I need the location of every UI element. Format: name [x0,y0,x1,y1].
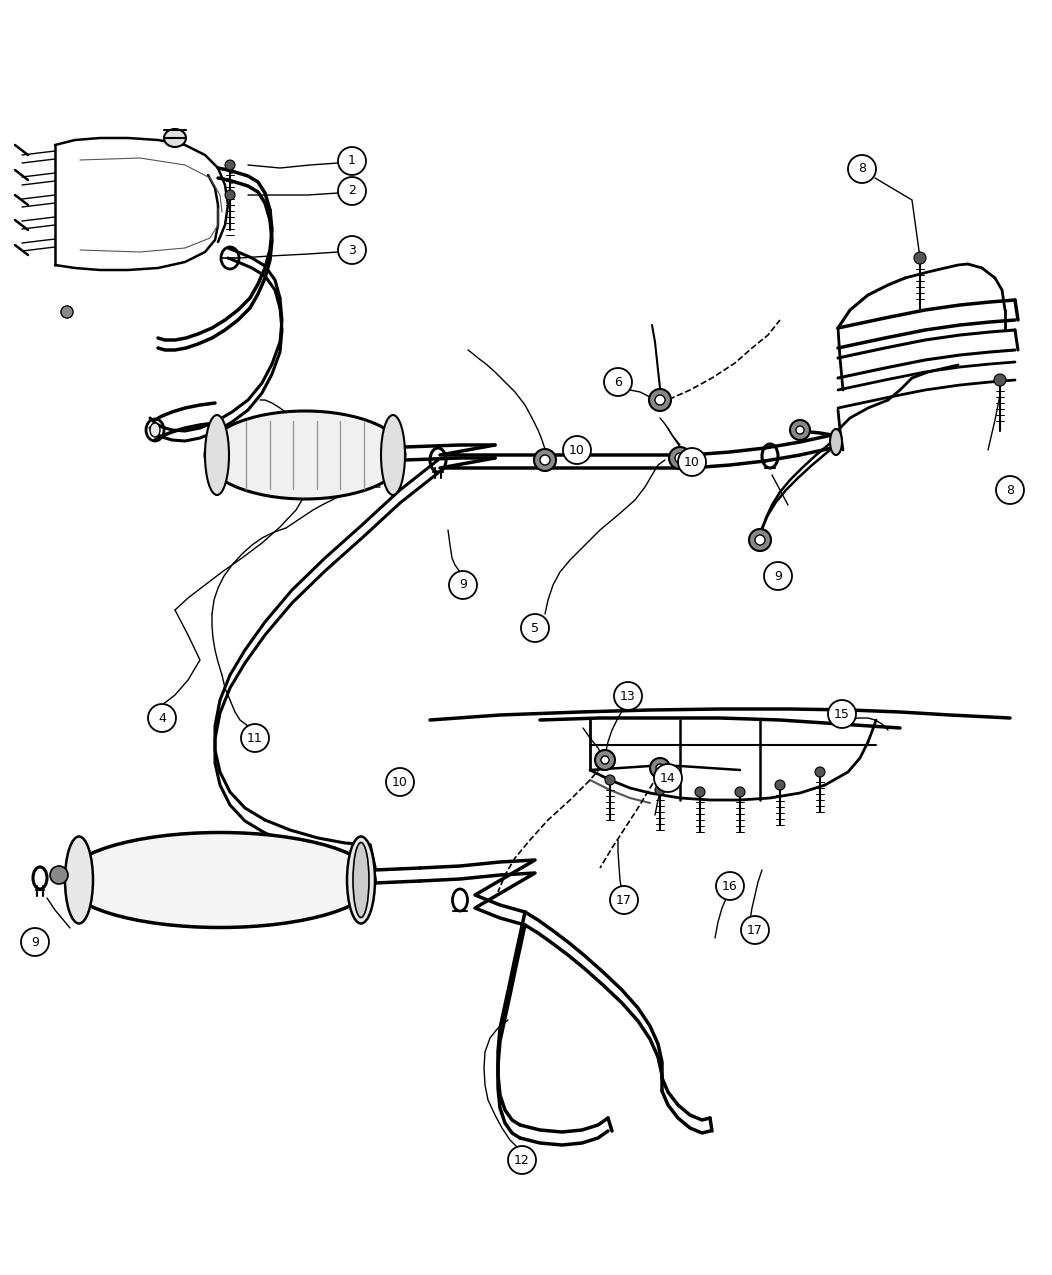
Ellipse shape [796,426,804,434]
Circle shape [338,236,366,264]
Circle shape [61,306,73,317]
Circle shape [508,1146,537,1174]
Ellipse shape [353,843,369,918]
Circle shape [914,252,926,264]
Text: 9: 9 [774,570,782,583]
Text: 16: 16 [722,880,737,892]
Circle shape [716,872,744,900]
Circle shape [677,448,706,476]
Ellipse shape [205,411,405,499]
Circle shape [775,780,785,790]
Ellipse shape [595,750,615,770]
Ellipse shape [790,419,810,440]
Text: 5: 5 [531,621,539,635]
Circle shape [604,368,632,397]
Ellipse shape [655,395,665,405]
Circle shape [225,159,235,170]
Text: 4: 4 [158,711,166,724]
Circle shape [338,177,366,205]
Circle shape [695,787,705,797]
Circle shape [563,436,591,464]
Text: 10: 10 [569,444,585,456]
Ellipse shape [381,414,405,495]
Circle shape [521,615,549,643]
Text: 12: 12 [514,1154,530,1167]
Circle shape [764,562,792,590]
Circle shape [338,147,366,175]
Circle shape [614,682,642,710]
Ellipse shape [205,414,229,495]
Ellipse shape [669,448,691,469]
Ellipse shape [150,423,160,437]
Ellipse shape [650,759,670,778]
Ellipse shape [65,833,375,927]
Ellipse shape [65,836,93,923]
Ellipse shape [755,536,765,544]
Circle shape [605,775,615,785]
Text: 2: 2 [348,185,356,198]
Text: 8: 8 [858,162,866,176]
Text: 9: 9 [459,579,467,592]
Ellipse shape [601,756,609,764]
Circle shape [815,768,825,776]
Circle shape [654,764,682,792]
Circle shape [50,866,68,884]
Circle shape [655,785,665,796]
Text: 9: 9 [32,936,39,949]
Ellipse shape [347,836,375,923]
Ellipse shape [656,764,664,771]
Circle shape [61,306,73,317]
Text: 17: 17 [616,894,632,907]
Circle shape [386,768,414,796]
Circle shape [610,886,638,914]
Text: 10: 10 [684,455,700,468]
Ellipse shape [540,455,550,465]
Ellipse shape [830,428,842,455]
Ellipse shape [164,129,186,147]
Text: 11: 11 [247,732,263,745]
Text: 13: 13 [620,690,635,703]
Ellipse shape [675,453,685,463]
Circle shape [735,787,745,797]
Text: 1: 1 [348,154,356,167]
Circle shape [848,156,876,184]
Circle shape [741,915,769,944]
Circle shape [21,928,49,956]
Text: 6: 6 [614,376,622,389]
Circle shape [828,700,856,728]
Circle shape [225,190,235,200]
Text: 15: 15 [834,708,850,720]
Text: 14: 14 [660,771,675,784]
Text: 8: 8 [1006,483,1014,496]
Circle shape [994,374,1006,386]
Text: 10: 10 [392,775,408,788]
Circle shape [148,704,176,732]
Ellipse shape [534,449,557,470]
Circle shape [241,724,269,752]
Text: 3: 3 [348,244,356,256]
Ellipse shape [649,389,671,411]
Circle shape [449,571,477,599]
Circle shape [996,476,1024,504]
Ellipse shape [749,529,771,551]
Text: 17: 17 [747,923,763,937]
